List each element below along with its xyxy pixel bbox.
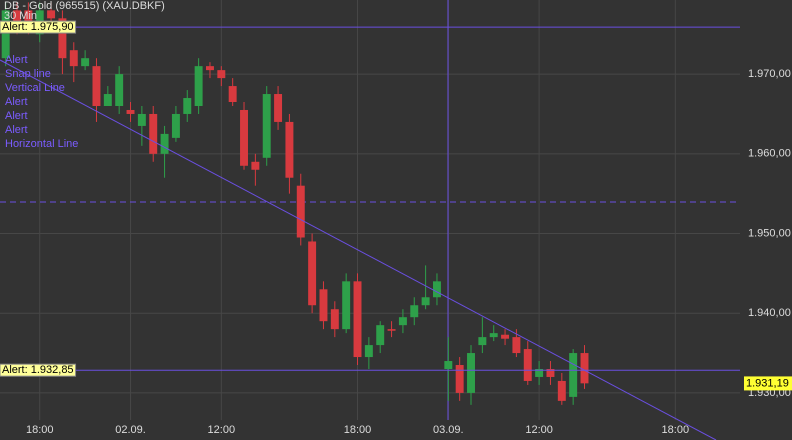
candle-body	[13, 10, 21, 27]
candle-body	[546, 368, 555, 377]
candle-body	[523, 349, 532, 381]
candle-body	[240, 109, 248, 166]
candle-body	[205, 66, 214, 71]
chart-title: DB - Gold (965515) (XAU.DBKF)	[4, 0, 165, 12]
candle-body	[489, 333, 498, 338]
candle-body	[149, 113, 158, 154]
candle-body	[160, 133, 169, 154]
alert-label-text: Alert: 1.932,85	[2, 364, 74, 376]
x-tick-label: 03.09.	[433, 424, 464, 436]
candle-body	[432, 281, 441, 298]
alert-label-text: Alert: 1.975,90	[2, 21, 74, 33]
alert-label-bg	[0, 363, 77, 377]
object-label: Alert	[5, 54, 28, 66]
trend-line	[0, 59, 717, 440]
candle-body	[58, 18, 67, 59]
last-price-box	[744, 376, 792, 391]
object-label: Alert	[5, 110, 28, 122]
candle-body	[353, 281, 362, 358]
y-tick-label: 1.970,00	[748, 68, 791, 80]
x-tick-label: 12:00	[208, 424, 236, 436]
candle-body	[115, 74, 124, 106]
alert-label-bg	[0, 20, 77, 34]
candle-body	[24, 10, 33, 27]
x-tick-label: 18:00	[662, 424, 690, 436]
candle-body	[501, 334, 510, 339]
object-label: Alert	[5, 124, 28, 136]
candle-body	[194, 66, 203, 106]
y-tick-label: 1.960,00	[748, 148, 791, 160]
candle-body	[92, 66, 101, 106]
x-tick-label: 12:00	[525, 424, 553, 436]
alert-label: Alert: 1.975,90	[0, 20, 77, 34]
candle-body	[478, 337, 487, 346]
candle-body	[364, 345, 373, 358]
candle-body	[183, 98, 192, 114]
candle-body	[421, 297, 430, 306]
candle-body	[285, 121, 294, 178]
candle-body	[330, 309, 339, 330]
object-label: Snap line	[5, 68, 51, 80]
last-price-label: 1.931,19	[746, 377, 789, 389]
candle-body	[467, 353, 475, 393]
object-label: Horizontal Line	[5, 138, 78, 150]
candle-body	[126, 109, 135, 114]
candle-body	[455, 365, 464, 393]
candle-body	[557, 380, 566, 401]
x-tick-label: 02.09.	[115, 424, 146, 436]
candle-body	[262, 94, 271, 158]
candle-body	[512, 337, 521, 354]
candle-body	[228, 86, 237, 103]
candle-body	[319, 289, 328, 322]
candle-body	[1, 10, 10, 59]
candle-body	[580, 353, 589, 384]
object-label: Vertical Line	[5, 82, 65, 94]
candle-body	[535, 368, 544, 377]
alert-label: Alert: 1.932,85	[0, 363, 77, 377]
candle-body	[296, 185, 305, 238]
candle-body	[137, 113, 146, 126]
x-tick-label: 18:00	[344, 424, 372, 436]
y-tick-label: 1.950,00	[748, 227, 791, 239]
candle-body	[387, 329, 396, 331]
candle-body	[444, 361, 453, 369]
chart-subtitle: 30 Min	[4, 10, 37, 22]
candle-body	[69, 50, 78, 67]
candle-body	[398, 317, 407, 326]
candle-body	[171, 113, 180, 138]
candle-body	[410, 305, 419, 318]
x-tick-label: 18:00	[26, 424, 54, 436]
candle-body	[103, 94, 112, 106]
candle-body	[81, 58, 90, 67]
candle-body	[342, 281, 351, 330]
candle-body	[217, 70, 226, 79]
object-label: Alert	[5, 96, 28, 108]
candle-body	[376, 325, 385, 346]
overlay: Alert: 1.975,90 Alert: 1.932,85 1.931,19 Al…	[0, 20, 792, 391]
candle-body	[308, 241, 317, 306]
candle-body	[569, 353, 578, 397]
candle-body	[47, 10, 56, 19]
y-tick-label: 1.940,00	[748, 307, 791, 319]
candle-body	[274, 94, 283, 122]
candle-body	[251, 161, 260, 170]
